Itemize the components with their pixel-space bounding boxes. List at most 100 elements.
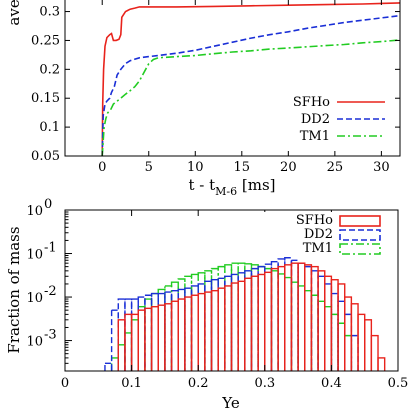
- top-y-tick-label-0: 0.05: [31, 149, 60, 164]
- bottom-bar-sfho-22: [264, 271, 273, 371]
- top-y-tick-label-3: 0.2: [39, 62, 60, 77]
- bottom-bar-tm1-14: [204, 270, 213, 371]
- top-y-tick-label-1: 0.1: [39, 120, 60, 135]
- bottom-bar-dd2-28: [290, 259, 299, 371]
- bottom-legend-swatch-tm1: [339, 243, 381, 255]
- bottom-x-tick-label-2: 0.2: [188, 376, 209, 391]
- bottom-bar-dd2-7: [150, 292, 159, 371]
- top-x-tick-label-6: 30: [373, 160, 390, 175]
- bottom-bar-sfho-24: [277, 265, 286, 371]
- bottom-bar-tm1-13: [197, 272, 206, 371]
- bottom-bar-sfho-16: [224, 285, 233, 371]
- bottom-y-tick-label-0: 10: [26, 335, 43, 350]
- bottom-bar-tm1-21: [250, 264, 259, 371]
- bottom-bar-sfho-10: [184, 296, 193, 371]
- bottom-bar-dd2-37: [350, 334, 359, 371]
- bottom-y-tick-label-exp-0: -3: [44, 328, 57, 343]
- top-y-tick-label-2: 0.15: [31, 91, 60, 106]
- bottom-bar-dd2-20: [237, 272, 246, 371]
- top-series-line-dd2: [101, 14, 400, 157]
- bottom-bar-sfho-28: [304, 264, 313, 371]
- top-x-axis-label-sub: M-6: [215, 185, 237, 198]
- top-series-lines: [101, 2, 400, 157]
- top-x-tick-label-4: 20: [280, 160, 297, 175]
- top-x-axis-label-main: t - t: [188, 176, 215, 194]
- bottom-bar-dd2-35: [337, 300, 346, 371]
- bottom-bar-tm1-16: [217, 265, 226, 371]
- bottom-bar-sfho-13: [204, 291, 213, 371]
- bottom-bar-sfho-38: [370, 334, 379, 371]
- bottom-bar-dd2-22: [250, 267, 259, 371]
- top-legend-label-sfho: SFHo: [293, 95, 330, 110]
- bottom-bar-tm1-28: [297, 285, 306, 371]
- bottom-bar-tm1-32: [324, 306, 333, 371]
- top-y-axis-label: average Ye: [5, 0, 23, 26]
- bottom-bar-dd2-5: [137, 296, 146, 371]
- bottom-bar-sfho-26: [290, 262, 299, 371]
- top-x-tick-label-0: 0: [98, 160, 106, 175]
- bottom-bar-tm1-7: [157, 288, 166, 371]
- bottom-bar-dd2-23: [257, 265, 266, 371]
- bottom-bar-sfho-33: [337, 283, 346, 371]
- bottom-bar-sfho-17: [230, 282, 239, 371]
- bottom-plot-frame: [64, 209, 399, 372]
- top-x-tick-label-2: 10: [187, 160, 204, 175]
- bottom-bar-tm1-2: [124, 332, 133, 371]
- bottom-bar-dd2-11: [177, 288, 186, 371]
- bottom-bar-sfho-35: [350, 303, 359, 371]
- bottom-bar-tm1-15: [210, 267, 219, 371]
- bottom-bar-tm1-17: [224, 264, 233, 371]
- bottom-y-tick-label-base-2: 10: [26, 248, 43, 263]
- top-series-line-tm1: [101, 39, 400, 157]
- bottom-x-tick-label-1: 0.1: [121, 376, 142, 391]
- bottom-bar-tm1-19: [237, 262, 246, 371]
- bottom-bar-sfho-4: [144, 307, 153, 371]
- bottom-bar-tm1-5: [144, 298, 153, 371]
- bottom-y-tick-label-1: 10: [26, 291, 43, 306]
- bottom-bar-dd2-26: [277, 258, 286, 371]
- bottom-y-tick-label-base-3: 10: [26, 204, 43, 219]
- bottom-bar-sfho-31: [324, 275, 333, 371]
- bottom-bar-sfho-11: [190, 294, 199, 371]
- bottom-bar-sfho-12: [197, 292, 206, 371]
- bottom-bar-tm1-22: [257, 265, 266, 371]
- bottom-bar-dd2-27: [284, 257, 293, 371]
- bottom-bar-sfho-37: [364, 319, 373, 371]
- bottom-bar-sfho-21: [257, 273, 266, 371]
- bottom-bar-dd2-31: [310, 270, 319, 371]
- bottom-bar-tm1-25: [277, 273, 286, 371]
- bottom-series-sfho: [117, 262, 386, 371]
- bottom-bar-dd2-29: [297, 262, 306, 371]
- bottom-bar-sfho-30: [317, 270, 326, 371]
- bottom-bar-sfho-23: [270, 267, 279, 371]
- bottom-bar-tm1-6: [150, 292, 159, 371]
- bottom-bar-dd2-6: [144, 294, 153, 371]
- bottom-bar-tm1-9: [170, 281, 179, 371]
- top-plot-frame: [64, 0, 401, 157]
- bottom-bar-tm1-27: [290, 281, 299, 371]
- bottom-bar-dd2-13: [190, 285, 199, 371]
- bottom-bar-sfho-2: [130, 313, 139, 371]
- bottom-y-axis-label: Fraction of mass: [5, 226, 23, 353]
- bottom-bar-tm1-4: [137, 306, 146, 371]
- bottom-legend-swatch-sfho: [339, 215, 381, 227]
- bottom-bar-dd2-36: [344, 313, 353, 371]
- bottom-bar-dd2-32: [317, 275, 326, 371]
- bottom-bar-tm1-35: [344, 334, 353, 371]
- bottom-bar-tm1-11: [184, 275, 193, 371]
- top-ticks: 0 5 10 15 20 25 30 0.05 0.1 0.15 0.2 0.25 0.3: [31, 0, 400, 175]
- bottom-bar-dd2-21: [244, 270, 253, 371]
- bottom-legend-label-dd2: DD2: [304, 227, 333, 242]
- bottom-bar-dd2-2: [117, 298, 126, 371]
- bottom-bar-tm1-8: [164, 285, 173, 371]
- top-series-line-sfho: [101, 2, 400, 157]
- bottom-bar-dd2-33: [324, 283, 333, 371]
- top-legend-label-dd2: DD2: [301, 112, 330, 127]
- bottom-bar-tm1-29: [304, 289, 313, 371]
- bottom-bar-tm1-18: [230, 262, 239, 371]
- bottom-x-tick-label-5: 0.5: [388, 376, 409, 391]
- bottom-bar-tm1-10: [177, 278, 186, 371]
- bottom-bar-tm1-3: [130, 319, 139, 371]
